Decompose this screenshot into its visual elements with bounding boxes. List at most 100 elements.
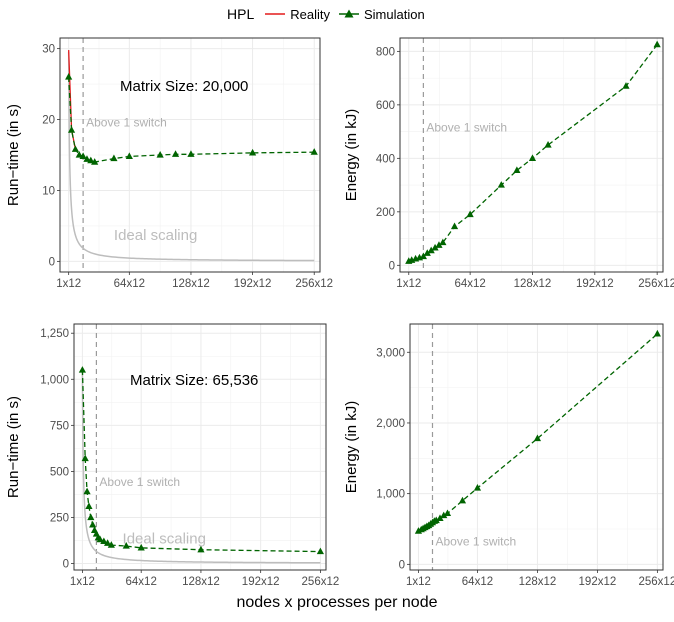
x-tick-label: 192x12 xyxy=(234,278,272,290)
data-point-simulation xyxy=(473,484,482,491)
data-point-simulation xyxy=(107,541,115,548)
x-tick-label: 64x12 xyxy=(114,278,145,290)
y-tick-label: 600 xyxy=(376,100,395,112)
data-point-simulation xyxy=(497,181,505,188)
data-point-simulation xyxy=(310,148,318,155)
data-point-simulation xyxy=(432,516,440,524)
data-point-simulation xyxy=(87,156,95,164)
switch-label: Above 1 switch xyxy=(86,116,167,130)
x-axis-label: nodes x processes per node xyxy=(236,594,438,611)
y-tick-label: 1,000 xyxy=(376,489,405,501)
y-axis-label: Energy (in kJ) xyxy=(343,109,360,202)
data-point-simulation xyxy=(248,148,257,156)
y-tick-label: 1,250 xyxy=(40,328,69,340)
x-tick-label: 1x12 xyxy=(56,278,81,290)
data-point-simulation xyxy=(423,249,431,256)
data-point-simulation xyxy=(622,82,630,89)
y-tick-label: 20 xyxy=(42,115,55,127)
legend-title: HPL xyxy=(227,6,255,22)
y-tick-label: 1,000 xyxy=(40,374,69,386)
y-tick-label: 400 xyxy=(376,153,395,165)
legend-item-reality: Reality xyxy=(264,7,330,22)
legend-label-simulation: Simulation xyxy=(363,6,425,22)
data-point-simulation xyxy=(122,542,130,549)
legend-item-simulation: Simulation xyxy=(338,7,425,22)
y-tick-label: 0 xyxy=(399,559,405,571)
data-point-simulation xyxy=(436,514,444,521)
panel-top-right: 1x12 64x12 128x12 192x12 256x12 0 200 400 600 800… xyxy=(343,37,674,290)
data-point-simulation xyxy=(156,151,164,158)
data-point-simulation xyxy=(653,40,661,48)
x-tick-label: 256x12 xyxy=(639,576,674,588)
data-point-simulation xyxy=(83,155,91,162)
data-point-simulation xyxy=(171,150,180,157)
data-point-simulation xyxy=(67,126,76,133)
ideal-scaling-label: Ideal scaling xyxy=(123,530,206,547)
data-point-simulation xyxy=(440,511,448,519)
switch-label: Above 1 switch xyxy=(435,534,516,548)
x-tick-label: 1x12 xyxy=(70,576,95,588)
data-point-simulation xyxy=(187,150,195,157)
data-point-simulation xyxy=(81,454,89,462)
y-tick-label: 30 xyxy=(42,44,55,56)
panel-border xyxy=(73,323,327,571)
panel-bottom-right: 1x12 64x12 128x12 192x12 256x12 0 1,000 2,000 3,… xyxy=(343,323,674,588)
legend-label-reality: Reality xyxy=(290,6,330,22)
y-tick-label: 0 xyxy=(389,260,395,272)
plots-canvas: 1x12 64x12 128x12 192x12 256x12 0 10 20 30 Above … xyxy=(5,37,674,588)
ideal-scaling-curve xyxy=(81,370,321,564)
data-point-simulation xyxy=(65,73,73,80)
data-point-simulation xyxy=(431,243,439,251)
matrix-size-label: Matrix Size: 20,000 xyxy=(120,78,248,95)
matrix-size-label: Matrix Size: 65,536 xyxy=(130,372,258,389)
ideal-scaling-label: Ideal scaling xyxy=(114,227,197,244)
switch-label: Above 1 switch xyxy=(99,475,180,489)
data-point-simulation xyxy=(91,158,99,165)
x-tick-label: 192x12 xyxy=(242,576,280,588)
data-point-simulation xyxy=(544,140,552,148)
x-tick-label: 192x12 xyxy=(579,576,617,588)
panel-bottom-left: 1x12 64x12 128x12 192x12 256x12 0 250 500 750 1,0… xyxy=(5,323,339,588)
data-point-simulation xyxy=(125,152,133,160)
y-tick-label: 2,000 xyxy=(376,418,405,430)
data-point-simulation xyxy=(110,154,118,162)
data-point-simulation xyxy=(137,543,145,551)
data-point-simulation xyxy=(458,496,467,504)
data-point-simulation xyxy=(197,545,205,553)
data-point-simulation xyxy=(533,434,542,442)
data-point-simulation xyxy=(513,166,521,173)
y-tick-label: 250 xyxy=(50,512,69,524)
data-point-simulation xyxy=(528,154,537,161)
y-axis-label: Energy (in kJ) xyxy=(343,401,360,494)
data-point-simulation xyxy=(466,210,474,218)
data-point-simulation xyxy=(443,509,452,517)
data-point-simulation xyxy=(89,520,97,528)
y-tick-label: 750 xyxy=(50,420,69,432)
x-tick-label: 192x12 xyxy=(576,278,614,290)
ideal-scaling-curve xyxy=(67,52,315,262)
x-tick-label: 64x12 xyxy=(462,576,493,588)
y-tick-label: 3,000 xyxy=(376,347,405,359)
y-tick-label: 0 xyxy=(63,559,69,571)
data-point-simulation xyxy=(79,152,87,160)
data-point-simulation xyxy=(439,238,447,246)
data-point-simulation xyxy=(435,241,443,248)
y-tick-label: 200 xyxy=(376,207,395,219)
x-tick-label: 256x12 xyxy=(295,278,333,290)
legend-simulation-swatch xyxy=(338,9,359,18)
switch-label: Above 1 switch xyxy=(426,121,507,135)
y-tick-label: 0 xyxy=(49,256,55,268)
x-tick-label: 1x12 xyxy=(406,576,431,588)
y-tick-label: 10 xyxy=(42,185,55,197)
panel-border xyxy=(409,323,664,571)
panel-border xyxy=(59,37,321,273)
data-point-simulation xyxy=(83,487,91,495)
data-point-simulation xyxy=(104,539,112,546)
data-point-simulation xyxy=(419,252,427,260)
data-point-simulation xyxy=(427,246,435,254)
legend-row: HPL Reality Simulation xyxy=(227,6,433,22)
panel-border xyxy=(399,37,664,273)
panel-top-left: 1x12 64x12 128x12 192x12 256x12 0 10 20 30 Above … xyxy=(5,37,333,290)
x-tick-label: 128x12 xyxy=(519,576,557,588)
